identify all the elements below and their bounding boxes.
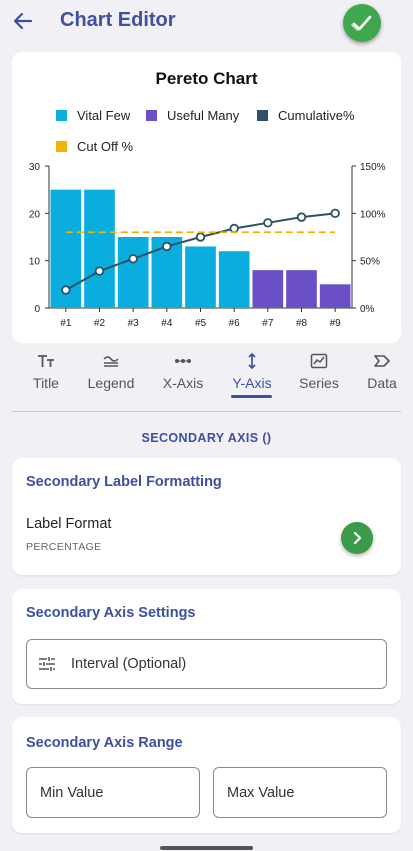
tab-series[interactable]: Series (292, 348, 346, 398)
bar (319, 284, 351, 308)
legend-swatch (146, 110, 157, 121)
cumulative-point (94, 266, 105, 276)
x-tick-label: #2 (94, 318, 106, 329)
y2-tick-label: 0% (360, 304, 375, 315)
bar (185, 246, 216, 308)
x-tick-label: #3 (128, 318, 140, 329)
y2-tick-label: 100% (360, 209, 386, 220)
editor-tabs: e Title Legend X-Axis Y-Axis Series (0, 348, 413, 398)
chart-title: Pereto Chart (155, 69, 257, 88)
axis-settings-title: Secondary Axis Settings (26, 605, 196, 621)
tab-previous-partial[interactable]: e (0, 348, 6, 398)
label-formatting-title: Secondary Label Formatting (26, 474, 222, 490)
interval-placeholder: Interval (Optional) (71, 656, 187, 672)
legend-label: Vital Few (77, 108, 131, 123)
bar (218, 251, 250, 308)
legend-swatch (56, 110, 67, 121)
cumulative-point (162, 241, 172, 252)
tab-legend[interactable]: Legend (80, 348, 142, 398)
y2-tick-label: 150% (360, 162, 386, 173)
text-size-icon (38, 355, 54, 367)
tab-legend-label: Legend (87, 375, 135, 391)
cumulative-point (296, 212, 307, 222)
tab-data-label: Data (367, 375, 397, 391)
tab-title-label: Title (33, 375, 59, 391)
label-formatting-card: Secondary Label Formatting Label Format … (12, 458, 401, 575)
legend-swatch (56, 141, 67, 152)
cumulative-point (263, 218, 273, 228)
bar (252, 270, 284, 308)
x-tick-label: #6 (229, 318, 241, 329)
legend-swatch (257, 110, 268, 121)
legend-icon (103, 356, 119, 367)
cumulative-point (330, 208, 340, 219)
divider (12, 411, 401, 412)
label-format-value: PERCENTAGE (26, 541, 102, 553)
y-tick-label: 20 (29, 209, 41, 220)
min-value-field[interactable]: Min Value (26, 767, 200, 818)
x-tick-label: #1 (60, 318, 72, 329)
y-tick-label: 0 (34, 304, 40, 315)
cumulative-point (229, 223, 239, 234)
check-icon (351, 15, 372, 31)
label-format-button[interactable] (341, 522, 373, 554)
chart-preview-card: Pereto Chart Vital Few Useful Many Cumulati… (12, 52, 401, 343)
label-format-label: Label Format (26, 516, 112, 532)
max-value-placeholder: Max Value (227, 785, 295, 801)
vertical-arrows-icon (248, 353, 256, 369)
tab-series-label: Series (299, 375, 339, 391)
home-indicator (160, 846, 253, 850)
label-tag-icon (374, 355, 390, 367)
cumulative-point (128, 254, 138, 264)
tab-y-axis[interactable]: Y-Axis (225, 348, 279, 398)
x-tick-label: #4 (161, 318, 173, 329)
axis-range-title: Secondary Axis Range (26, 735, 183, 751)
chevron-right-icon (353, 531, 362, 545)
bar (286, 270, 317, 308)
back-button[interactable] (10, 8, 36, 34)
active-tab-indicator (231, 395, 272, 398)
x-tick-label: #8 (296, 318, 308, 329)
y-tick-label: 30 (29, 162, 41, 173)
cumulative-point (195, 232, 206, 242)
x-tick-label: #9 (330, 318, 342, 329)
tab-x-axis-label: X-Axis (162, 375, 204, 391)
bar (84, 189, 115, 308)
tab-y-axis-label: Y-Axis (232, 375, 272, 391)
app-bar: Chart Editor (0, 0, 413, 44)
y2-tick-label: 50% (360, 257, 380, 268)
x-tick-label: #5 (195, 318, 207, 329)
min-value-placeholder: Min Value (40, 785, 104, 801)
x-tick-label: #7 (262, 318, 274, 329)
tune-sliders-icon (39, 657, 55, 671)
save-chart-button[interactable] (343, 4, 381, 42)
tab-title[interactable]: Title (20, 348, 72, 398)
legend-label: Cumulative% (278, 108, 355, 123)
tab-data[interactable]: Data (360, 348, 404, 398)
y-tick-label: 10 (29, 257, 41, 268)
pareto-chart: Pereto Chart Vital Few Useful Many Cumulati… (29, 69, 386, 329)
axis-settings-card: Secondary Axis Settings Interval (Option… (12, 589, 401, 704)
bar (117, 237, 149, 308)
page-title: Chart Editor (60, 9, 176, 31)
axis-range-card: Secondary Axis Range Min Value Max Value (12, 717, 401, 833)
interval-field[interactable]: Interval (Optional) (26, 639, 387, 689)
line-chart-icon (310, 353, 328, 369)
x-axis-dots-icon (175, 359, 191, 363)
arrow-left-icon (13, 12, 33, 30)
cumulative-point (61, 285, 71, 295)
legend-label: Cut Off % (77, 139, 134, 154)
tab-x-axis[interactable]: X-Axis (155, 348, 211, 398)
legend-label: Useful Many (167, 108, 240, 123)
max-value-field[interactable]: Max Value (213, 767, 387, 818)
section-heading: SECONDARY AXIS () (141, 431, 272, 445)
